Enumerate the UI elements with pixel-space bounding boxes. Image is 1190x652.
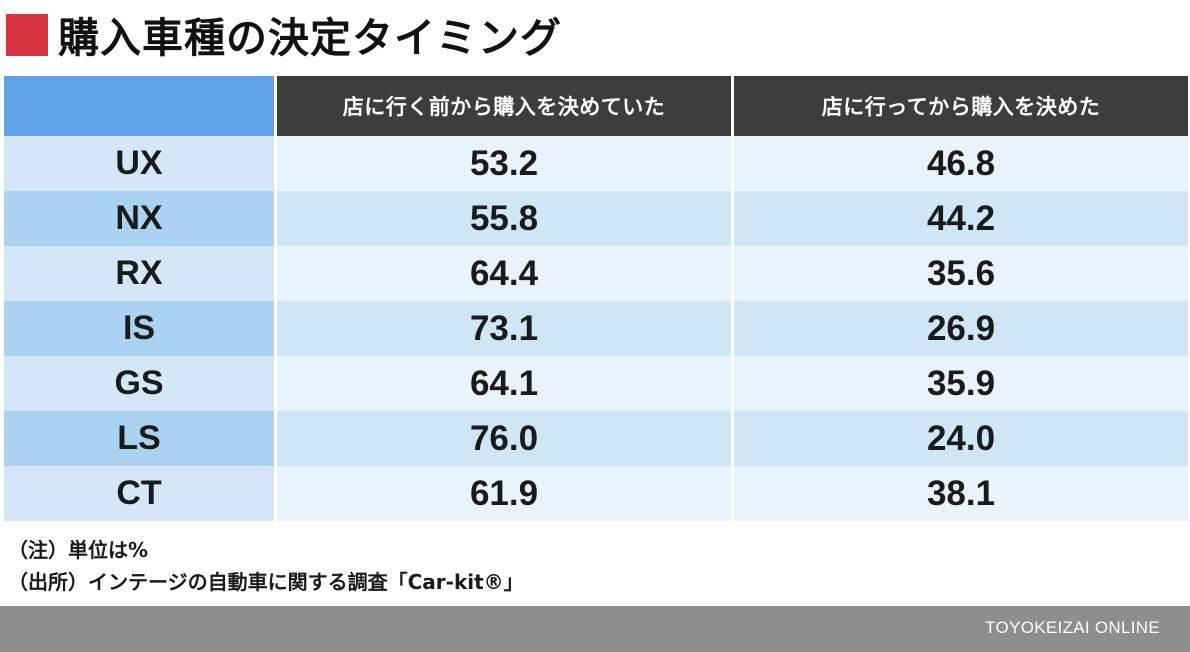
row-label: CT (4, 466, 277, 521)
value-before-store: 61.9 (275, 466, 734, 521)
value-after-store: 24.0 (732, 411, 1188, 466)
table-body: UX 53.2 46.8 NX 55.8 44.2 RX 64.4 35.6 IS 73.1 26.9… (4, 136, 1188, 521)
table-row: NX 55.8 44.2 (4, 191, 1188, 246)
value-after-store: 38.1 (732, 466, 1188, 521)
title-row: 購入車種の決定タイミング (6, 4, 562, 64)
row-label: NX (4, 191, 277, 246)
value-after-store: 26.9 (732, 301, 1188, 356)
data-table: 店に行く前から購入を決めていた 店に行ってから購入を決めた UX 53.2 46.8… (4, 76, 1188, 521)
value-before-store: 55.8 (275, 191, 734, 246)
note-unit: （注）単位は% (8, 538, 149, 562)
row-label: GS (4, 356, 277, 411)
table-row: RX 64.4 35.6 (4, 246, 1188, 301)
value-before-store: 76.0 (275, 411, 734, 466)
table-row: CT 61.9 38.1 (4, 466, 1188, 521)
title-marker-square (6, 14, 48, 56)
row-label: IS (4, 301, 277, 356)
row-label: UX (4, 136, 277, 191)
table-row: LS 76.0 24.0 (4, 411, 1188, 466)
value-after-store: 46.8 (732, 136, 1188, 191)
footer-brand: TOYOKEIZAI ONLINE (985, 618, 1160, 637)
value-before-store: 64.4 (275, 246, 734, 301)
row-label: RX (4, 246, 277, 301)
value-before-store: 64.1 (275, 356, 734, 411)
header-corner-cell (4, 76, 277, 136)
column-header-before-store: 店に行く前から購入を決めていた (275, 76, 734, 136)
value-before-store: 73.1 (275, 301, 734, 356)
value-after-store: 35.9 (732, 356, 1188, 411)
footer-bar: TOYOKEIZAI ONLINE (0, 606, 1190, 652)
note-source: （出所）インテージの自動車に関する調査「Car-kit®」 (8, 570, 524, 594)
page-title: 購入車種の決定タイミング (58, 14, 562, 62)
notes-block: （注）単位は% （出所）インテージの自動車に関する調査「Car-kit®」 (8, 534, 524, 598)
value-before-store: 53.2 (275, 136, 734, 191)
table-header-row: 店に行く前から購入を決めていた 店に行ってから購入を決めた (4, 76, 1188, 136)
row-label: LS (4, 411, 277, 466)
value-after-store: 35.6 (732, 246, 1188, 301)
table-row: UX 53.2 46.8 (4, 136, 1188, 191)
table-row: GS 64.1 35.9 (4, 356, 1188, 411)
value-after-store: 44.2 (732, 191, 1188, 246)
table-row: IS 73.1 26.9 (4, 301, 1188, 356)
column-header-after-store: 店に行ってから購入を決めた (732, 76, 1188, 136)
